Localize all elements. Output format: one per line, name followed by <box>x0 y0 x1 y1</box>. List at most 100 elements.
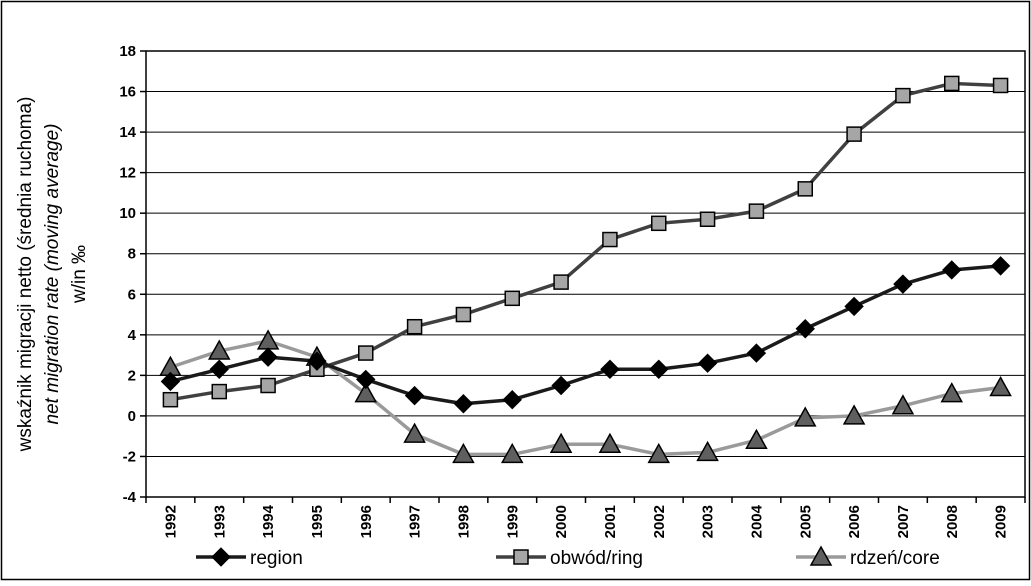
data-point-square <box>260 377 276 394</box>
data-point-triangle <box>354 382 378 403</box>
data-point-triangle <box>647 442 671 464</box>
legend: region obwód/ring rdzeń/core <box>196 545 940 569</box>
x-tick-label: 2003 <box>700 505 717 538</box>
x-tick-label: 2005 <box>797 505 814 538</box>
legend-item: obwód/ring <box>496 548 643 569</box>
y-tick-label: 14 <box>119 124 136 141</box>
data-point-triangle <box>793 406 817 427</box>
x-tick-label: 1993 <box>211 505 228 538</box>
y-tick-label: 18 <box>119 43 136 60</box>
x-tick-label: 2000 <box>553 505 570 538</box>
data-point-diamond <box>649 359 669 379</box>
data-point-diamond <box>258 347 278 367</box>
data-point-square <box>455 306 472 323</box>
data-point-diamond <box>404 385 425 406</box>
data-point-diamond <box>795 319 815 339</box>
y-axis-ticks: -4 -2 0 2 4 6 8 10 12 14 16 18 <box>119 43 146 506</box>
x-tick-label: 2001 <box>602 505 619 538</box>
y-axis-label-line-2: net migration rate (moving average) <box>42 124 63 425</box>
y-tick-label: 12 <box>119 165 136 182</box>
data-point-diamond <box>160 371 181 392</box>
data-point-square <box>992 77 1009 94</box>
data-point-diamond <box>307 351 327 371</box>
y-tick-label: 8 <box>128 246 136 263</box>
data-point-square <box>846 126 862 142</box>
series-layer <box>159 75 1012 464</box>
x-axis-ticks: 1992 1993 1994 1995 1996 1997 1998 1999 2000 2001… <box>145 497 1026 538</box>
data-point-diamond <box>356 369 376 390</box>
data-point-triangle <box>549 432 573 454</box>
y-axis-label: wskaźnik migracji netto (średnia ruchoma… <box>15 97 90 453</box>
legend-marker-triangle <box>809 545 833 566</box>
data-point-diamond <box>600 359 620 379</box>
data-point-triangle <box>452 442 475 464</box>
data-point-triangle <box>842 404 866 425</box>
data-point-square <box>406 318 423 335</box>
data-point-square <box>651 215 667 232</box>
data-point-triangle <box>403 422 426 443</box>
x-tick-label: 1997 <box>407 505 424 538</box>
y-tick-label: -4 <box>123 489 137 506</box>
data-point-triangle <box>891 394 915 415</box>
data-point-diamond <box>502 389 522 410</box>
x-tick-label: 2002 <box>651 505 668 538</box>
x-tick-label: 1992 <box>162 505 179 538</box>
y-tick-label: 6 <box>128 286 136 303</box>
x-tick-label: 2006 <box>846 505 863 538</box>
data-point-triangle <box>940 382 964 403</box>
data-point-square <box>895 87 911 104</box>
gridlines <box>146 91 1025 457</box>
x-tick-label: 2007 <box>895 505 912 538</box>
x-tick-label: 1999 <box>504 505 521 538</box>
data-point-square <box>797 181 813 197</box>
series-rdze--core <box>159 329 1012 464</box>
y-tick-label: -2 <box>123 448 136 465</box>
x-tick-label: 1998 <box>455 505 472 538</box>
data-point-square <box>504 290 520 307</box>
series-line <box>170 81 1001 402</box>
y-tick-label: 2 <box>128 367 136 384</box>
x-tick-label: 2004 <box>748 504 765 538</box>
legend-label: region <box>250 548 303 569</box>
data-point-diamond <box>990 256 1011 276</box>
y-tick-label: 10 <box>119 205 136 222</box>
x-tick-label: 1994 <box>260 504 277 538</box>
x-tick-label: 2008 <box>944 505 961 538</box>
data-point-diamond <box>551 375 571 396</box>
data-point-triangle <box>745 428 768 449</box>
y-tick-label: 16 <box>119 84 136 101</box>
data-point-triangle <box>207 339 231 360</box>
legend-item: rdzeń/core <box>796 545 940 569</box>
x-tick-label: 1995 <box>309 505 326 538</box>
y-tick-label: 0 <box>128 408 136 425</box>
data-point-square <box>553 274 569 290</box>
series-region <box>160 256 1011 414</box>
legend-item: region <box>196 547 303 569</box>
x-tick-label: 1996 <box>358 505 375 538</box>
data-point-square <box>602 231 618 248</box>
y-axis-label-line-1: wskaźnik migracji netto (średnia ruchoma… <box>15 97 36 453</box>
data-point-triangle <box>500 442 524 464</box>
legend-label: rdzeń/core <box>850 548 940 569</box>
y-tick-label: 4 <box>128 327 137 344</box>
data-point-diamond <box>893 274 913 294</box>
data-point-square <box>211 383 227 400</box>
y-axis-label-line-3: w/in ‰ <box>69 245 90 304</box>
series-line <box>169 339 1001 457</box>
data-point-triangle <box>598 432 622 454</box>
legend-label: obwód/ring <box>550 548 643 569</box>
data-point-square <box>748 203 765 219</box>
data-point-square <box>699 211 716 228</box>
data-point-square <box>944 75 960 92</box>
data-point-diamond <box>697 353 718 373</box>
legend-marker-diamond <box>211 547 231 567</box>
data-point-diamond <box>844 296 864 317</box>
data-point-diamond <box>942 260 962 280</box>
data-point-diamond <box>453 394 474 414</box>
legend-marker-square <box>513 549 529 565</box>
data-point-diamond <box>209 359 229 379</box>
x-tick-label: 2009 <box>993 505 1010 538</box>
